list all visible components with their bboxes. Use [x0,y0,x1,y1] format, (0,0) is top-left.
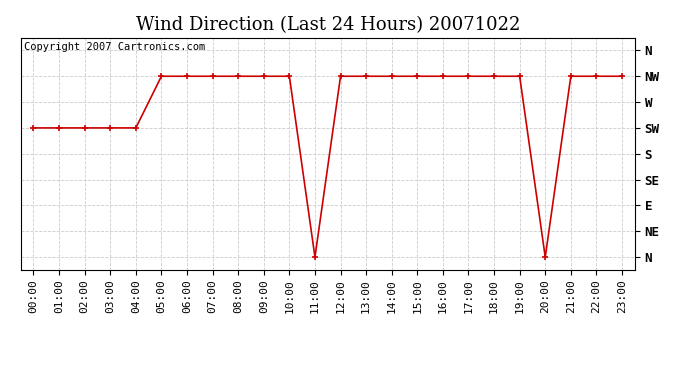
Title: Wind Direction (Last 24 Hours) 20071022: Wind Direction (Last 24 Hours) 20071022 [135,16,520,34]
Text: Copyright 2007 Cartronics.com: Copyright 2007 Cartronics.com [23,42,205,52]
